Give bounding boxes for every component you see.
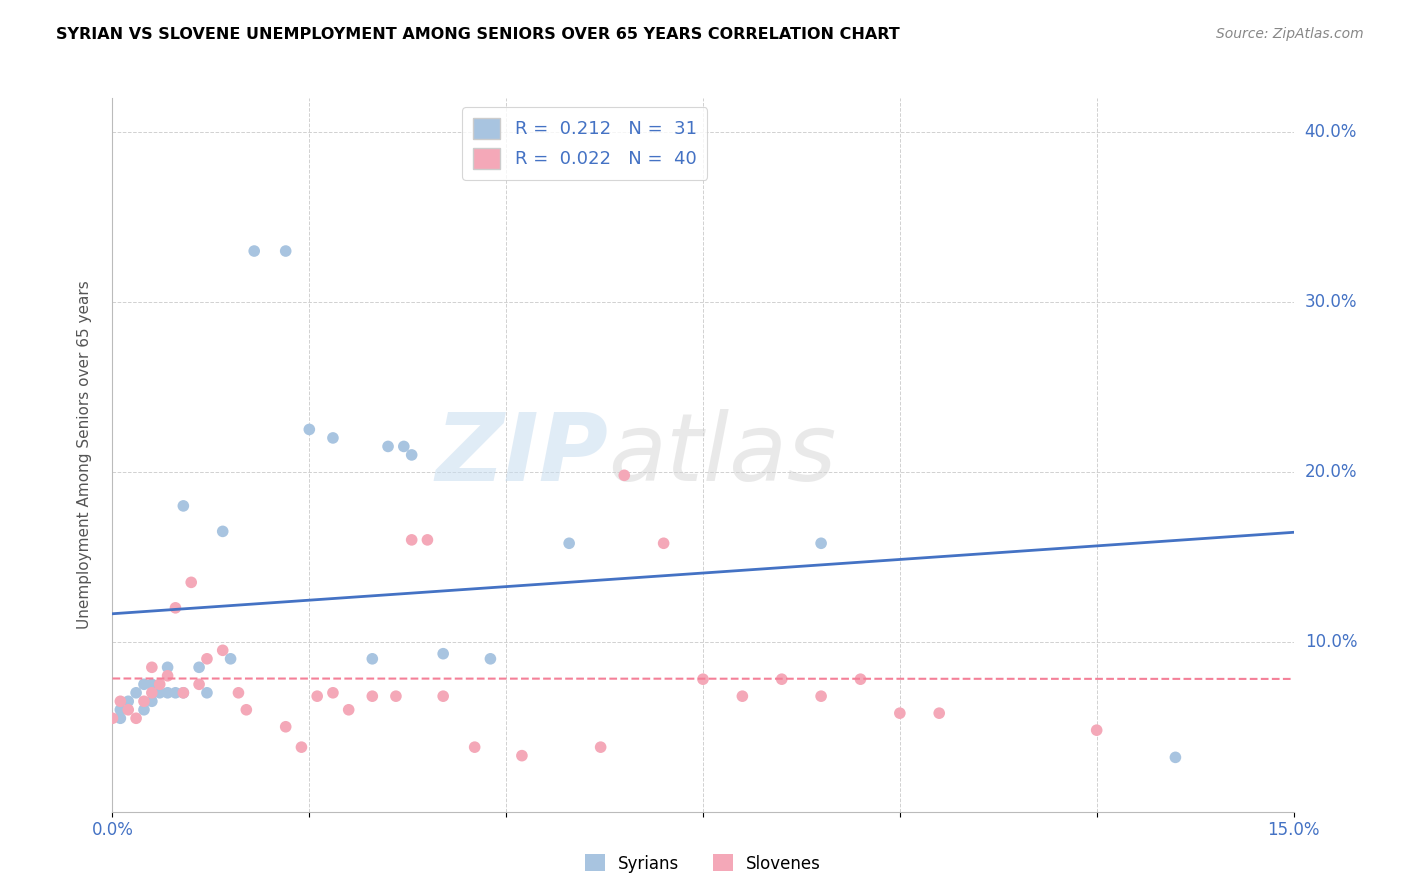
Point [211,524,233,539]
Point [149,677,172,691]
Point [219,652,242,666]
Point [731,689,754,703]
Point [141,660,163,674]
Point [479,652,502,666]
Point [235,703,257,717]
Text: 20.0%: 20.0% [1305,463,1357,481]
Point [1164,750,1187,764]
Point [110,694,132,708]
Point [337,703,360,717]
Point [125,686,148,700]
Point [141,686,163,700]
Point [156,686,179,700]
Point [110,703,132,717]
Point [172,499,194,513]
Point [101,711,124,725]
Point [432,689,454,703]
Point [132,703,155,717]
Text: 10.0%: 10.0% [1305,632,1357,651]
Point [613,468,636,483]
Text: SYRIAN VS SLOVENE UNEMPLOYMENT AMONG SENIORS OVER 65 YEARS CORRELATION CHART: SYRIAN VS SLOVENE UNEMPLOYMENT AMONG SEN… [56,27,900,42]
Point [401,448,423,462]
Point [298,422,321,436]
Point [195,652,218,666]
Text: 40.0%: 40.0% [1305,123,1357,141]
Point [188,677,211,691]
Y-axis label: Unemployment Among Seniors over 65 years: Unemployment Among Seniors over 65 years [77,281,91,629]
Legend: R =  0.212   N =  31, R =  0.022   N =  40: R = 0.212 N = 31, R = 0.022 N = 40 [463,107,707,179]
Point [377,439,399,453]
Text: atlas: atlas [609,409,837,500]
Point [172,686,194,700]
Text: ZIP: ZIP [436,409,609,501]
Point [188,660,211,674]
Point [510,748,533,763]
Point [274,720,297,734]
Point [889,706,911,721]
Point [401,533,423,547]
Point [117,703,139,717]
Point [432,647,454,661]
Point [558,536,581,550]
Point [392,439,415,453]
Point [180,575,202,590]
Point [290,740,312,755]
Point [110,711,132,725]
Point [165,600,187,615]
Text: 30.0%: 30.0% [1305,293,1357,311]
Point [307,689,329,703]
Point [132,694,155,708]
Point [361,652,384,666]
Point [156,669,179,683]
Point [228,686,250,700]
Legend: Syrians, Slovenes: Syrians, Slovenes [578,847,828,880]
Point [211,643,233,657]
Point [770,672,793,686]
Point [849,672,872,686]
Point [172,686,194,700]
Point [165,686,187,700]
Text: Source: ZipAtlas.com: Source: ZipAtlas.com [1216,27,1364,41]
Point [810,536,832,550]
Point [928,706,950,721]
Point [141,677,163,691]
Point [156,660,179,674]
Point [652,536,675,550]
Point [361,689,384,703]
Point [274,244,297,258]
Point [416,533,439,547]
Point [464,740,486,755]
Point [692,672,714,686]
Point [149,686,172,700]
Point [385,689,408,703]
Point [195,686,218,700]
Point [810,689,832,703]
Point [1085,723,1108,738]
Point [322,431,344,445]
Point [589,740,612,755]
Point [141,694,163,708]
Point [243,244,266,258]
Point [132,677,155,691]
Point [125,711,148,725]
Point [117,694,139,708]
Point [322,686,344,700]
